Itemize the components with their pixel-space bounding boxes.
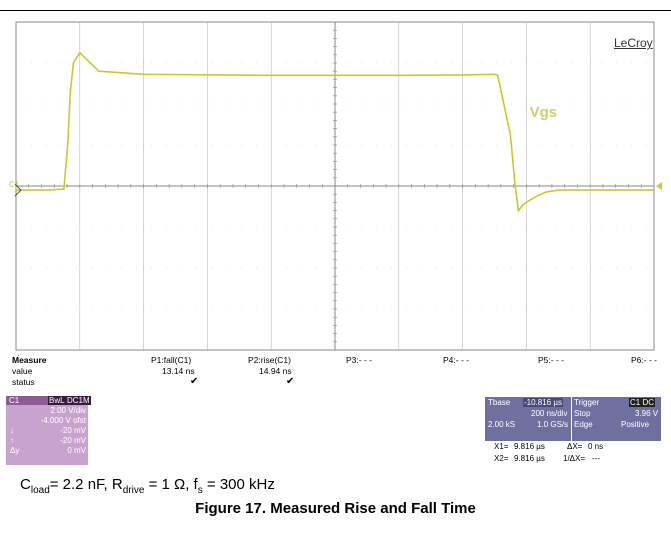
measure-value-row: value 13.14 ns 14.94 ns bbox=[6, 366, 664, 378]
measure-col-p5[interactable]: P5:- - - bbox=[538, 355, 564, 365]
arrow-down-icon: ↓ bbox=[10, 426, 14, 435]
tbase-value: -10.816 µs bbox=[523, 398, 563, 407]
sample-rate: 1.0 GS/s bbox=[537, 420, 569, 429]
timebase-ns-div: 200 ns/div bbox=[531, 409, 568, 418]
dx-label: ΔX= bbox=[567, 442, 583, 451]
cload-text: = 2.2 nF, R bbox=[49, 476, 123, 493]
measure-col-p2[interactable]: P2:rise(C1) bbox=[248, 355, 291, 365]
test-conditions: Cload= 2.2 nF, Rdrive = 1 Ω, fs = 300 kH… bbox=[20, 476, 275, 496]
trigger-slope: Positive bbox=[621, 420, 650, 429]
measure-col-p4[interactable]: P4:- - - bbox=[443, 355, 469, 365]
fs-subscript: s bbox=[197, 485, 203, 496]
cursor-level-2: -20 mV bbox=[60, 436, 86, 445]
measure-table: Measure P1:fall(C1) P2:rise(C1) P3:- - -… bbox=[6, 355, 664, 395]
vgs-trace bbox=[16, 51, 654, 213]
cursor-readout: X1= 9.816 µs ΔX= 0 ns X2= 9.816 µs 1/ΔX=… bbox=[492, 441, 662, 467]
trigger-type: Edge bbox=[574, 420, 593, 429]
measure-status-label: status bbox=[12, 377, 35, 387]
ground-marker-icon bbox=[14, 183, 22, 197]
channel-c1-panel[interactable]: C1 BwL DC1M 2.00 V/div -4.000 V ofst ↓ -… bbox=[6, 396, 91, 465]
timebase-trigger-panel[interactable]: Tbase -10.816 µs 200 ns/div 2.00 kS 1.0 … bbox=[485, 397, 661, 441]
coupling-badge: DC1M bbox=[66, 396, 91, 405]
channel-vdiv: 2.00 V/div bbox=[50, 406, 86, 415]
measure-col-p1[interactable]: P1:fall(C1) bbox=[151, 355, 192, 365]
fs-text: = 300 kHz bbox=[202, 476, 275, 493]
cload-subscript: load bbox=[30, 485, 50, 496]
panel-divider bbox=[571, 397, 572, 441]
channel-c1-header: C1 BwL DC1M bbox=[6, 396, 91, 405]
measure-header-row: Measure P1:fall(C1) P2:rise(C1) P3:- - -… bbox=[6, 355, 664, 367]
x2-value: 9.816 µs bbox=[514, 454, 545, 463]
measure-value-p1: 13.14 ns bbox=[162, 366, 195, 376]
top-rule bbox=[0, 10, 671, 11]
check-icon: ✔ bbox=[286, 376, 295, 387]
cload-symbol: C bbox=[20, 476, 31, 493]
measure-title: Measure bbox=[12, 355, 47, 365]
brand-logo: LeCroy bbox=[614, 36, 653, 50]
plot-area: Vgs C1 bbox=[9, 21, 662, 356]
inv-dx-label: 1/ΔX= bbox=[563, 454, 586, 463]
arrow-up-icon: ↑ bbox=[10, 436, 14, 445]
x1-label: X1= bbox=[494, 442, 509, 451]
measure-col-p6[interactable]: P6:- - - bbox=[631, 355, 657, 365]
channel-offset: -4.000 V ofst bbox=[40, 416, 86, 425]
channel-c1-name: C1 bbox=[9, 396, 20, 405]
trigger-label: Trigger bbox=[574, 398, 600, 407]
cursor-level-1: -20 mV bbox=[60, 426, 86, 435]
x1-value: 9.816 µs bbox=[514, 442, 545, 451]
trigger-mode: Stop bbox=[574, 409, 591, 418]
figure-caption: Figure 17. Measured Rise and Fall Time bbox=[195, 500, 476, 517]
channel-marker: C1 bbox=[9, 180, 20, 189]
trigger-level-icon bbox=[656, 182, 662, 190]
x2-label: X2= bbox=[494, 454, 509, 463]
trigger-badge: C1 DC bbox=[629, 398, 656, 407]
dx-value: 0 ns bbox=[588, 442, 604, 451]
check-icon: ✔ bbox=[190, 376, 199, 387]
inv-dx-value: --- bbox=[592, 454, 600, 463]
delta-y-label: Δy bbox=[10, 446, 20, 455]
measure-status-row: status ✔ ✔ bbox=[6, 376, 664, 389]
trace-label: Vgs bbox=[530, 104, 558, 121]
oscilloscope-screen: Vgs C1 LeCroy bbox=[6, 16, 664, 466]
rdrive-text: = 1 Ω, f bbox=[144, 476, 198, 493]
sample-count: 2.00 kS bbox=[488, 420, 516, 429]
measure-col-p3[interactable]: P3:- - - bbox=[346, 355, 372, 365]
trigger-level: 3.96 V bbox=[635, 409, 659, 418]
rdrive-subscript: drive bbox=[122, 485, 145, 496]
cursor-delta-y: 0 mV bbox=[67, 446, 86, 455]
measure-value-label: value bbox=[12, 366, 33, 376]
bandwidth-limit-badge: BwL bbox=[48, 396, 66, 405]
measure-value-p2: 14.94 ns bbox=[259, 366, 292, 376]
tbase-label: Tbase bbox=[488, 398, 511, 407]
